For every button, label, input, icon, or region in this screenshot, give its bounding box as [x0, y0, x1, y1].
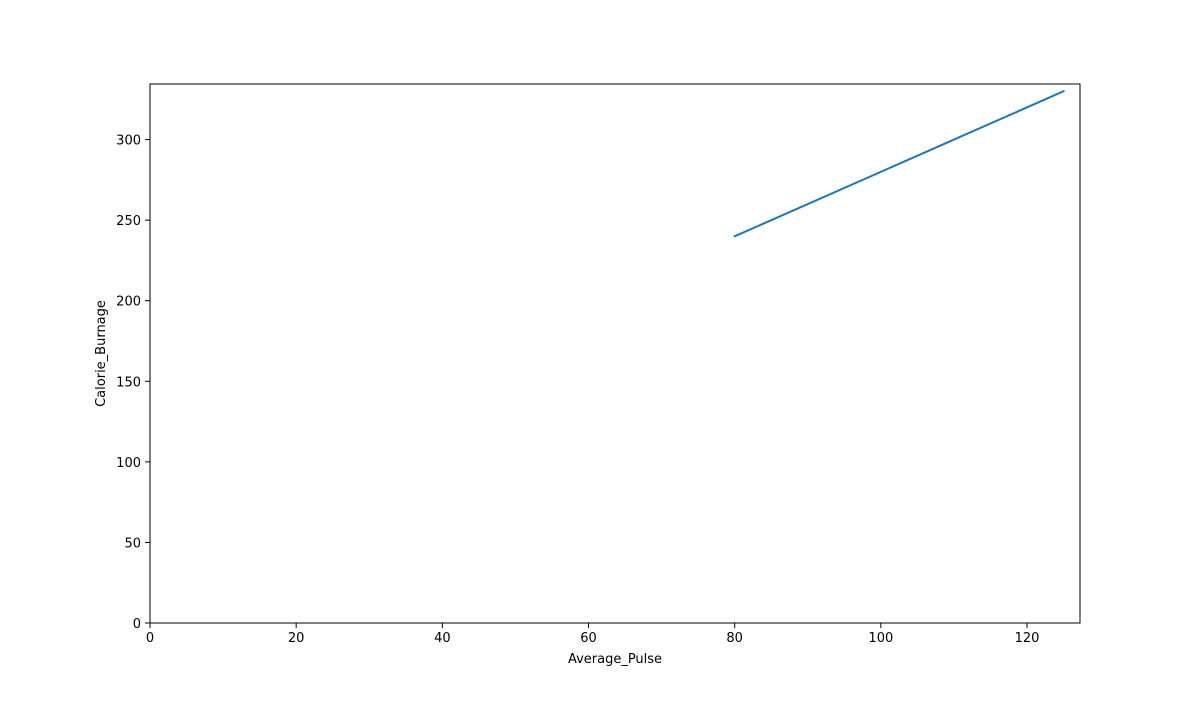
x-axis-ticks: 0 20 40 60 80 100 120 — [146, 623, 1040, 646]
series-line — [733, 89, 1065, 238]
plot-area — [733, 89, 1065, 238]
x-tick-label: 0 — [146, 631, 154, 646]
y-tick-label: 50 — [124, 536, 141, 551]
axes-frame — [149, 83, 1081, 624]
x-axis-label: Average_Pulse — [568, 652, 662, 667]
y-tick-label: 150 — [116, 375, 141, 390]
y-axis-ticks: 0 50 100 150 200 250 300 — [116, 134, 150, 632]
x-tick-label: 80 — [726, 631, 743, 646]
y-tick-label: 250 — [116, 214, 141, 229]
x-tick-label: 120 — [1015, 631, 1040, 646]
x-tick-label: 100 — [868, 631, 893, 646]
x-tick-label: 20 — [288, 631, 305, 646]
y-axis-label: Calorie_Burnage — [94, 300, 109, 407]
y-tick-label: 0 — [133, 617, 141, 632]
x-tick-label: 40 — [434, 631, 451, 646]
y-tick-label: 200 — [116, 295, 141, 310]
y-tick-label: 100 — [116, 456, 141, 471]
x-tick-label: 60 — [580, 631, 597, 646]
y-tick-label: 300 — [116, 134, 141, 149]
